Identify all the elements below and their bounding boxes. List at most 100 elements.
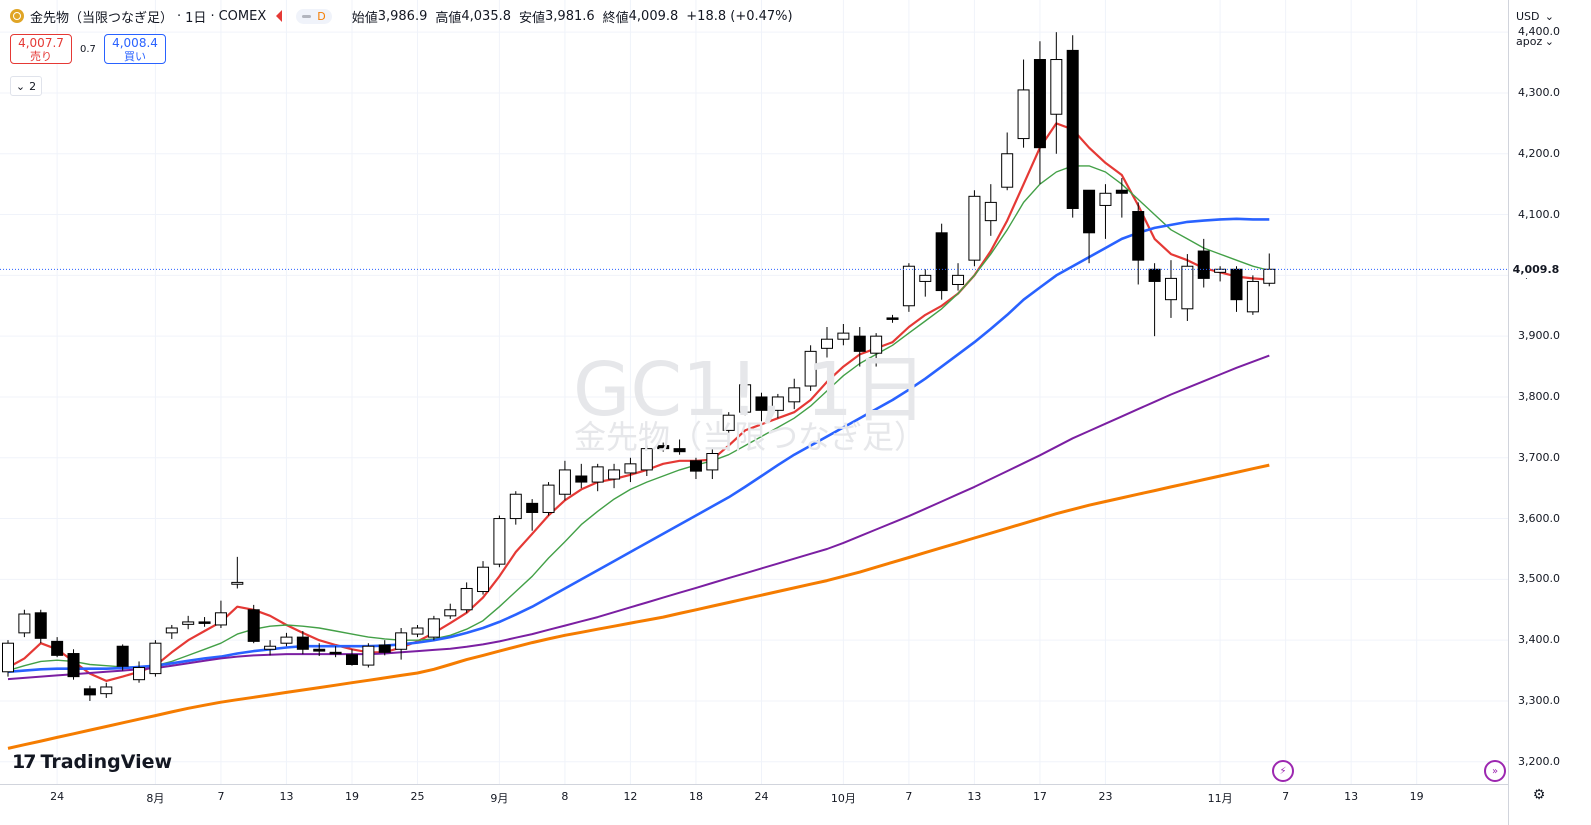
y-tick-label: 4,100.0 (1518, 207, 1560, 221)
candle-body-up (591, 466, 604, 483)
candle (837, 324, 850, 346)
buy-button[interactable]: 4,008.4 買い (104, 34, 166, 64)
candle-body-down (345, 654, 358, 665)
data-status-badge[interactable]: D (296, 8, 332, 24)
candle (1066, 35, 1079, 218)
candle-body-up (837, 332, 850, 340)
lightning-event-icon[interactable]: ⚡ (1272, 760, 1294, 782)
candle (722, 412, 735, 434)
candle (133, 661, 146, 683)
indicators-toggle-button[interactable]: ⌄ 2 (10, 76, 42, 96)
interval-label[interactable]: 1日 (185, 10, 207, 26)
price-axis[interactable] (1508, 0, 1591, 825)
sell-button[interactable]: 4,007.7 売り (10, 34, 72, 64)
candle (198, 617, 211, 627)
candle-body-down (296, 636, 309, 650)
candle (34, 609, 47, 644)
candle-body-up (821, 338, 833, 349)
candle (509, 491, 522, 525)
candle (231, 556, 244, 589)
candle-body-up (706, 453, 719, 471)
candle-body-up (739, 384, 752, 413)
candle-body-up (1017, 89, 1030, 140)
candle-body-down (67, 653, 80, 678)
sell-label: 売り (30, 50, 52, 63)
x-tick-label: 25 (410, 790, 425, 803)
candle (460, 582, 473, 613)
x-tick-label: 11月 (1207, 792, 1233, 805)
currency-select[interactable]: USD ⌄ (1510, 5, 1560, 27)
candle-body-down (378, 644, 391, 653)
x-tick-label: 17 (1032, 790, 1047, 803)
candle (1115, 178, 1128, 218)
candle (67, 649, 80, 680)
y-tick-label: 3,200.0 (1518, 754, 1560, 768)
candle (804, 345, 817, 391)
candle (640, 445, 653, 476)
candle (296, 631, 309, 655)
x-tick-label: 10月 (830, 792, 856, 805)
candle-body-down (1066, 49, 1079, 209)
candle-body-down (1033, 59, 1046, 149)
candle (608, 463, 621, 489)
candle (919, 269, 932, 297)
candle (83, 685, 96, 701)
flag-icon[interactable] (276, 10, 283, 22)
y-tick-label: 3,600.0 (1518, 511, 1560, 525)
y-tick-label: 3,400.0 (1518, 633, 1560, 647)
candle-body-down (1197, 250, 1210, 279)
candle-body-up (509, 493, 522, 520)
candle (345, 649, 358, 666)
candle (1099, 184, 1112, 239)
candle (870, 333, 883, 367)
candle-body-down (935, 232, 948, 292)
x-tick-label: 24 (50, 790, 65, 803)
symbol-legend: 金先物（当限つなぎ足） · 1日 · COMEX D 始値 3,986.9 高値 4… (10, 6, 793, 26)
x-tick-label: 19 (1409, 790, 1424, 803)
brand-name: TradingView (40, 751, 173, 773)
candle (264, 640, 277, 656)
candle-body-down (575, 475, 588, 483)
moving-average-line-1 (7, 122, 1270, 683)
x-tick-label: 13 (1344, 790, 1359, 803)
close-value: 4,009.8 (628, 8, 679, 24)
candle-body-up (1164, 277, 1177, 301)
candle (1246, 275, 1259, 315)
x-tick-label: 8 (561, 790, 569, 803)
tradingview-logo[interactable]: 17 TradingView (12, 751, 172, 773)
candle (755, 392, 768, 422)
candle-body-up (214, 612, 227, 626)
price-chart[interactable] (0, 0, 1508, 784)
exchange-label: COMEX (218, 8, 267, 24)
candle (1132, 202, 1145, 285)
candle (1017, 59, 1030, 148)
x-tick-label: 9月 (490, 792, 509, 805)
scroll-to-realtime-icon[interactable]: » (1484, 760, 1506, 782)
time-axis[interactable] (0, 784, 1508, 810)
candle (1148, 263, 1161, 337)
candle-body-down (329, 651, 342, 655)
candle (591, 463, 604, 492)
candle (575, 463, 588, 489)
candle (247, 604, 260, 644)
candle-body-down (673, 448, 686, 453)
candle (739, 381, 752, 416)
candle (689, 457, 702, 480)
candle (902, 263, 915, 312)
scale-mode-select[interactable]: apoz ⌄ (1510, 30, 1560, 52)
candle (1083, 189, 1096, 264)
candle-body-up (427, 618, 440, 638)
candle (477, 561, 490, 595)
candle (1230, 266, 1243, 312)
candle-body-up (231, 581, 244, 585)
candle-body-up (558, 469, 571, 495)
candle (771, 393, 784, 419)
candle-body-up (477, 566, 490, 593)
buy-price: 4,008.4 (112, 36, 158, 50)
symbol-title[interactable]: 金先物（当限つなぎ足） (30, 10, 174, 26)
last-price-tag: 4,009.8 (1509, 260, 1563, 279)
candle (952, 263, 965, 291)
candle-body-up (264, 645, 277, 650)
gear-icon[interactable]: ⚙ (1532, 787, 1546, 803)
candle-body-down (689, 460, 702, 472)
